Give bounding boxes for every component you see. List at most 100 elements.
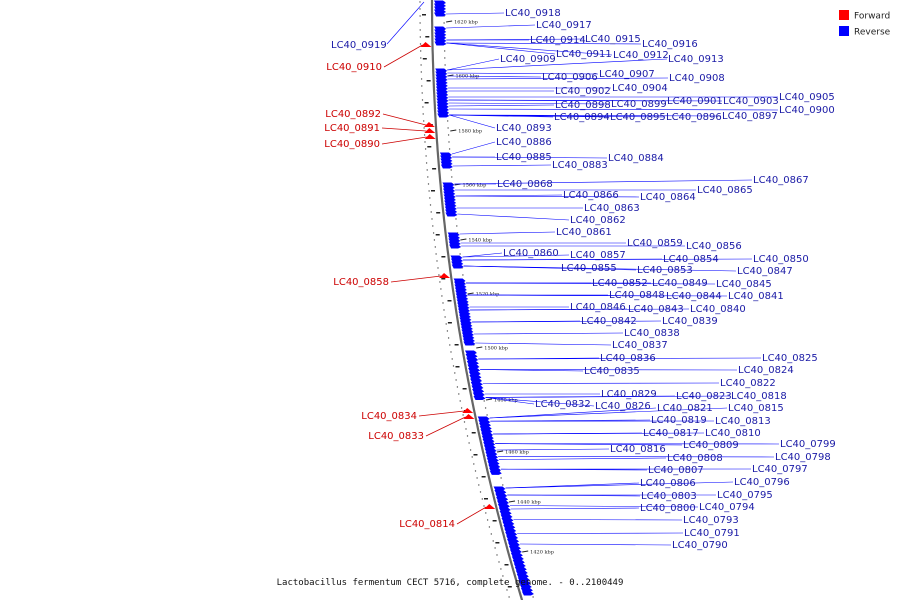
reverse-gene-label[interactable]: LC40_0843	[628, 304, 684, 315]
reverse-gene-label[interactable]: LC40_0864	[640, 192, 696, 203]
reverse-gene-label[interactable]: LC40_0819	[651, 415, 707, 426]
reverse-gene-label[interactable]: LC40_0846	[570, 302, 626, 313]
reverse-gene-label[interactable]: LC40_0861	[556, 227, 612, 238]
reverse-gene-label[interactable]: LC40_0839	[662, 316, 718, 327]
reverse-gene-label[interactable]: LC40_0867	[753, 175, 809, 186]
reverse-gene-label[interactable]: LC40_0797	[752, 464, 808, 475]
reverse-gene-label[interactable]: LC40_0809	[683, 440, 739, 451]
forward-gene-label[interactable]: LC40_0891	[324, 123, 380, 134]
reverse-gene-label[interactable]: LC40_0815	[728, 403, 784, 414]
reverse-gene-label[interactable]: LC40_0844	[666, 291, 722, 302]
reverse-gene-label[interactable]: LC40_0798	[775, 452, 831, 463]
reverse-gene-label[interactable]: LC40_0853	[637, 265, 693, 276]
forward-gene-label[interactable]: LC40_0858	[333, 277, 389, 288]
reverse-gene-label[interactable]: LC40_0821	[657, 403, 713, 414]
reverse-gene-label[interactable]: LC40_0862	[570, 215, 626, 226]
reverse-gene-label[interactable]: LC40_0859	[627, 238, 683, 249]
reverse-gene-label[interactable]: LC40_0905	[779, 92, 835, 103]
reverse-gene-label[interactable]: LC40_0796	[734, 477, 790, 488]
reverse-gene-label[interactable]: LC40_0818	[731, 391, 787, 402]
reverse-gene-label[interactable]: LC40_0908	[669, 73, 725, 84]
reverse-gene-label[interactable]: LC40_0860	[503, 248, 559, 259]
reverse-gene-label[interactable]: LC40_0918	[505, 8, 561, 19]
reverse-gene-label[interactable]: LC40_0899	[611, 99, 667, 110]
reverse-gene-label[interactable]: LC40_0808	[667, 453, 723, 464]
reverse-gene-label[interactable]: LC40_0884	[608, 153, 664, 164]
reverse-gene-label[interactable]: LC40_0793	[683, 515, 739, 526]
reverse-gene-label[interactable]: LC40_0800	[640, 503, 696, 514]
reverse-gene-label[interactable]: LC40_0906	[542, 72, 598, 83]
reverse-gene-label[interactable]: LC40_0852	[592, 278, 648, 289]
reverse-gene-label[interactable]: LC40_0849	[652, 278, 708, 289]
reverse-gene-label[interactable]: LC40_0912	[613, 50, 669, 61]
reverse-gene-label[interactable]: LC40_0868	[497, 179, 553, 190]
reverse-gene-label[interactable]: LC40_0847	[737, 266, 793, 277]
reverse-gene-label[interactable]: LC40_0902	[555, 86, 611, 97]
forward-gene-label[interactable]: LC40_0834	[361, 411, 417, 422]
reverse-gene-label[interactable]: LC40_0799	[780, 439, 836, 450]
reverse-gene-label[interactable]: LC40_0893	[496, 123, 552, 134]
reverse-gene-label[interactable]: LC40_0790	[672, 540, 728, 551]
reverse-gene-label[interactable]: LC40_0825	[762, 353, 818, 364]
reverse-gene-label[interactable]: LC40_0806	[640, 478, 696, 489]
reverse-gene-label[interactable]: LC40_0907	[599, 69, 655, 80]
reverse-gene-label[interactable]: LC40_0865	[697, 185, 753, 196]
reverse-gene-label[interactable]: LC40_0896	[666, 112, 722, 123]
reverse-gene-label[interactable]: LC40_0909	[500, 54, 556, 65]
reverse-gene-label[interactable]: LC40_0863	[584, 203, 640, 214]
forward-gene-label[interactable]: LC40_0890	[324, 139, 380, 150]
reverse-gene-label[interactable]: LC40_0817	[643, 428, 699, 439]
reverse-gene-label[interactable]: LC40_0885	[496, 152, 552, 163]
forward-gene-label[interactable]: LC40_0892	[325, 109, 381, 120]
reverse-gene-label[interactable]: LC40_0850	[753, 254, 809, 265]
reverse-gene-label[interactable]: LC40_0807	[648, 465, 704, 476]
reverse-gene-label[interactable]: LC40_0915	[585, 34, 641, 45]
reverse-gene-label[interactable]: LC40_0822	[720, 378, 776, 389]
reverse-gene-label[interactable]: LC40_0848	[609, 290, 665, 301]
reverse-gene-label[interactable]: LC40_0837	[612, 340, 668, 351]
reverse-gene-label[interactable]: LC40_0911	[556, 49, 612, 60]
reverse-gene-label[interactable]: LC40_0904	[612, 83, 668, 94]
reverse-gene-label[interactable]: LC40_0794	[699, 502, 755, 513]
reverse-gene-label[interactable]: LC40_0842	[581, 316, 637, 327]
reverse-gene-label[interactable]: LC40_0824	[738, 365, 794, 376]
reverse-gene-label[interactable]: LC40_0917	[536, 20, 592, 31]
forward-gene-label[interactable]: LC40_0910	[326, 62, 382, 73]
reverse-gene-label[interactable]: LC40_0913	[668, 54, 724, 65]
reverse-gene-label[interactable]: LC40_0903	[723, 96, 779, 107]
reverse-gene-label[interactable]: LC40_0826	[595, 401, 651, 412]
reverse-gene-label[interactable]: LC40_0895	[610, 112, 666, 123]
forward-gene-label[interactable]: LC40_0833	[368, 431, 424, 442]
reverse-gene-label[interactable]: LC40_0886	[496, 137, 552, 148]
reverse-gene-label[interactable]: LC40_0901	[667, 96, 723, 107]
reverse-gene-label[interactable]: LC40_0916	[642, 39, 698, 50]
reverse-gene-label[interactable]: LC40_0838	[624, 328, 680, 339]
reverse-gene-label[interactable]: LC40_0857	[570, 250, 626, 261]
reverse-gene-label[interactable]: LC40_0883	[552, 160, 608, 171]
reverse-gene-label[interactable]: LC40_0900	[779, 105, 835, 116]
reverse-gene-label[interactable]: LC40_0854	[663, 254, 719, 265]
reverse-gene-label[interactable]: LC40_0810	[705, 428, 761, 439]
reverse-gene-label[interactable]: LC40_0835	[584, 366, 640, 377]
reverse-gene-label[interactable]: LC40_0791	[684, 528, 740, 539]
reverse-gene-label[interactable]: LC40_0813	[715, 416, 771, 427]
reverse-gene-label[interactable]: LC40_0897	[722, 111, 778, 122]
reverse-gene-label[interactable]: LC40_0803	[641, 491, 697, 502]
reverse-gene-label[interactable]: LC40_0914	[530, 35, 586, 46]
reverse-gene-label[interactable]: LC40_0866	[563, 190, 619, 201]
forward-gene-label[interactable]: LC40_0814	[399, 519, 455, 530]
reverse-gene-label[interactable]: LC40_0841	[728, 291, 784, 302]
reverse-gene-label[interactable]: LC40_0816	[610, 444, 666, 455]
reverse-gene-label[interactable]: LC40_0919	[331, 40, 387, 51]
reverse-gene-label[interactable]: LC40_0836	[600, 353, 656, 364]
reverse-gene-label[interactable]: LC40_0832	[535, 399, 591, 410]
reverse-gene-label[interactable]: LC40_0840	[690, 304, 746, 315]
reverse-gene-label[interactable]: LC40_0795	[717, 490, 773, 501]
reverse-gene-label[interactable]: LC40_0894	[554, 112, 610, 123]
reverse-gene-label[interactable]: LC40_0855	[561, 263, 617, 274]
reverse-gene-label[interactable]: LC40_0898	[555, 100, 611, 111]
reverse-gene-label[interactable]: LC40_0829	[601, 389, 657, 400]
reverse-gene-label[interactable]: LC40_0856	[686, 241, 742, 252]
reverse-gene-label[interactable]: LC40_0823	[676, 391, 732, 402]
reverse-gene-label[interactable]: LC40_0845	[716, 279, 772, 290]
